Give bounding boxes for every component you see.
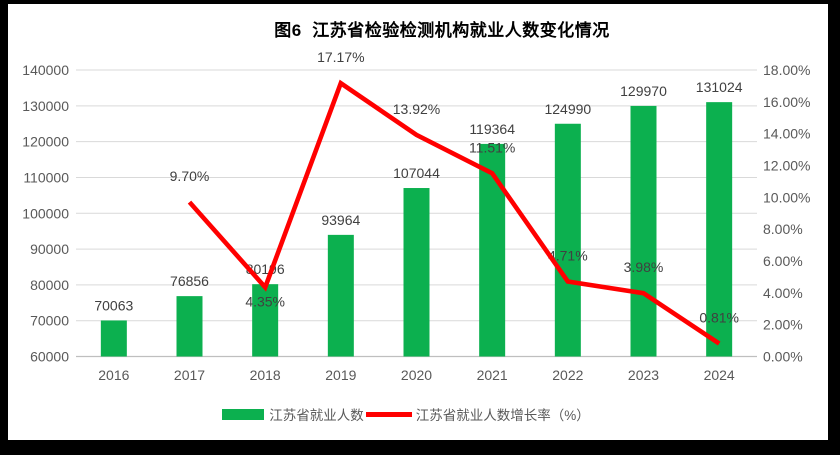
right-axis-tick-label: 2.00% (763, 317, 803, 333)
growth-rate-label-2017: 9.70% (170, 168, 210, 184)
right-axis-tick-label: 14.00% (763, 126, 810, 142)
growth-rate-label-2023: 3.98% (624, 259, 664, 275)
x-axis-label-2019: 2019 (325, 367, 356, 383)
bar-value-label-2020: 107044 (393, 165, 440, 181)
right-axis-tick-label: 6.00% (763, 253, 803, 269)
bar-2016 (100, 320, 127, 357)
left-axis-tick-label: 100000 (22, 205, 69, 221)
growth-rate-label-2019: 17.17% (317, 49, 364, 65)
x-axis-label-2024: 2024 (704, 367, 735, 383)
bar-value-label-2021: 119364 (469, 121, 515, 137)
left-axis-tick-label: 110000 (23, 169, 69, 185)
right-axis-tick-label: 16.00% (763, 94, 810, 110)
legend-bar-swatch (222, 408, 265, 420)
x-axis-label-2016: 2016 (98, 367, 129, 383)
x-axis-label-2023: 2023 (628, 367, 659, 383)
bar-2024 (706, 102, 733, 357)
growth-rate-line (187, 79, 721, 346)
left-axis-tick-label: 70000 (30, 313, 69, 329)
right-axis-tick-label: 8.00% (763, 221, 803, 237)
left-axis-tick-label: 90000 (30, 241, 69, 257)
bar-2017 (176, 296, 203, 357)
right-axis-tick-label: 18.00% (763, 62, 810, 78)
left-axis-tick-label: 60000 (30, 349, 69, 365)
right-axis-tick-label: 12.00% (763, 158, 810, 174)
growth-rate-label-2018: 4.35% (245, 293, 285, 309)
growth-rate-label-2020: 13.92% (393, 101, 440, 117)
right-axis-tick-label: 4.00% (763, 285, 803, 301)
bar-2020 (403, 188, 430, 357)
right-axis-tick-label: 10.00% (763, 189, 810, 205)
bar-2018 (252, 284, 279, 357)
x-axis-label-2018: 2018 (250, 367, 281, 383)
x-axis-label-2020: 2020 (401, 367, 432, 383)
bar-value-label-2023: 129970 (620, 83, 667, 99)
legend-line-swatch (365, 411, 412, 417)
right-axis-tick-label: 0.00% (763, 349, 803, 365)
growth-rate-label-2022: 4.71% (548, 248, 588, 264)
chart-title: 图6 江苏省检验检测机构就业人数变化情况 (274, 21, 610, 40)
legend-line-series-label: 江苏省就业人数增长率（%） (415, 408, 590, 423)
bar-value-label-2016: 70063 (94, 297, 133, 313)
bar-2021 (479, 143, 506, 357)
growth-rate-label-2024: 0.81% (699, 310, 739, 326)
x-axis-label-2022: 2022 (552, 367, 583, 383)
x-axis-label-2017: 2017 (174, 367, 205, 383)
legend: 江苏省就业人数 江苏省就业人数增长率（%） (0, 403, 826, 425)
left-axis-tick-label: 130000 (22, 98, 69, 114)
legend-bar-series-label: 江苏省就业人数 (269, 408, 364, 423)
bar-value-label-2019: 93964 (321, 212, 360, 228)
bar-2019 (327, 234, 354, 357)
bar-value-label-2022: 124990 (544, 101, 591, 117)
bar-value-label-2017: 76856 (170, 273, 209, 289)
left-axis-tick-label: 120000 (22, 134, 69, 150)
left-axis-tick-label: 140000 (22, 62, 69, 78)
left-axis-tick-label: 80000 (30, 277, 69, 293)
bar-2022 (554, 123, 581, 357)
x-axis-label-2021: 2021 (477, 367, 508, 383)
bar-value-label-2024: 131024 (696, 79, 743, 95)
growth-rate-label-2021: 11.51% (469, 139, 515, 155)
bar-2023 (630, 105, 657, 357)
